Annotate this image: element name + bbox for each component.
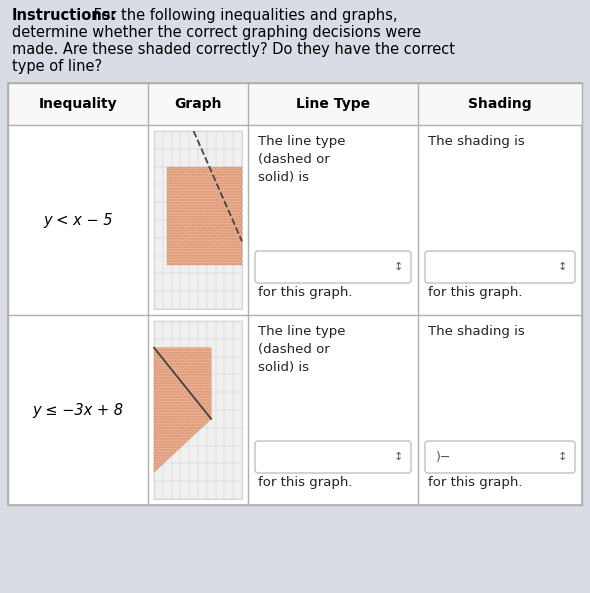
Text: for this graph.: for this graph.	[258, 286, 352, 299]
Text: Shading: Shading	[468, 97, 532, 111]
Text: y < x − 5: y < x − 5	[43, 212, 113, 228]
FancyBboxPatch shape	[255, 441, 411, 473]
Text: ↕: ↕	[394, 262, 403, 272]
Polygon shape	[154, 347, 211, 472]
Text: For the following inequalities and graphs,: For the following inequalities and graph…	[89, 8, 398, 23]
Text: for this graph.: for this graph.	[258, 476, 352, 489]
Bar	[8, 83, 582, 505]
Text: made. Are these shaded correctly? Do they have the correct: made. Are these shaded correctly? Do the…	[12, 42, 455, 57]
Bar	[154, 321, 242, 499]
Text: Graph: Graph	[174, 97, 222, 111]
Text: The shading is: The shading is	[428, 325, 525, 338]
Text: Line Type: Line Type	[296, 97, 370, 111]
FancyBboxPatch shape	[425, 441, 575, 473]
Text: Instructions:: Instructions:	[12, 8, 117, 23]
Text: for this graph.: for this graph.	[428, 476, 523, 489]
Text: ↕: ↕	[558, 452, 566, 462]
Text: type of line?: type of line?	[12, 59, 102, 74]
Text: ↕: ↕	[394, 452, 403, 462]
Text: The shading is: The shading is	[428, 135, 525, 148]
Text: for this graph.: for this graph.	[428, 286, 523, 299]
Text: determine whether the correct graphing decisions were: determine whether the correct graphing d…	[12, 25, 421, 40]
Text: )−: )−	[436, 451, 451, 464]
Bar	[154, 131, 242, 309]
Text: The line type
(dashed or
solid) is: The line type (dashed or solid) is	[258, 135, 346, 184]
Text: y ≤ −3x + 8: y ≤ −3x + 8	[32, 403, 123, 417]
FancyBboxPatch shape	[255, 251, 411, 283]
Bar	[8, 83, 582, 125]
FancyBboxPatch shape	[425, 251, 575, 283]
Text: Inequality: Inequality	[39, 97, 117, 111]
Text: The line type
(dashed or
solid) is: The line type (dashed or solid) is	[258, 325, 346, 374]
Text: ↕: ↕	[558, 262, 566, 272]
Polygon shape	[167, 167, 242, 264]
